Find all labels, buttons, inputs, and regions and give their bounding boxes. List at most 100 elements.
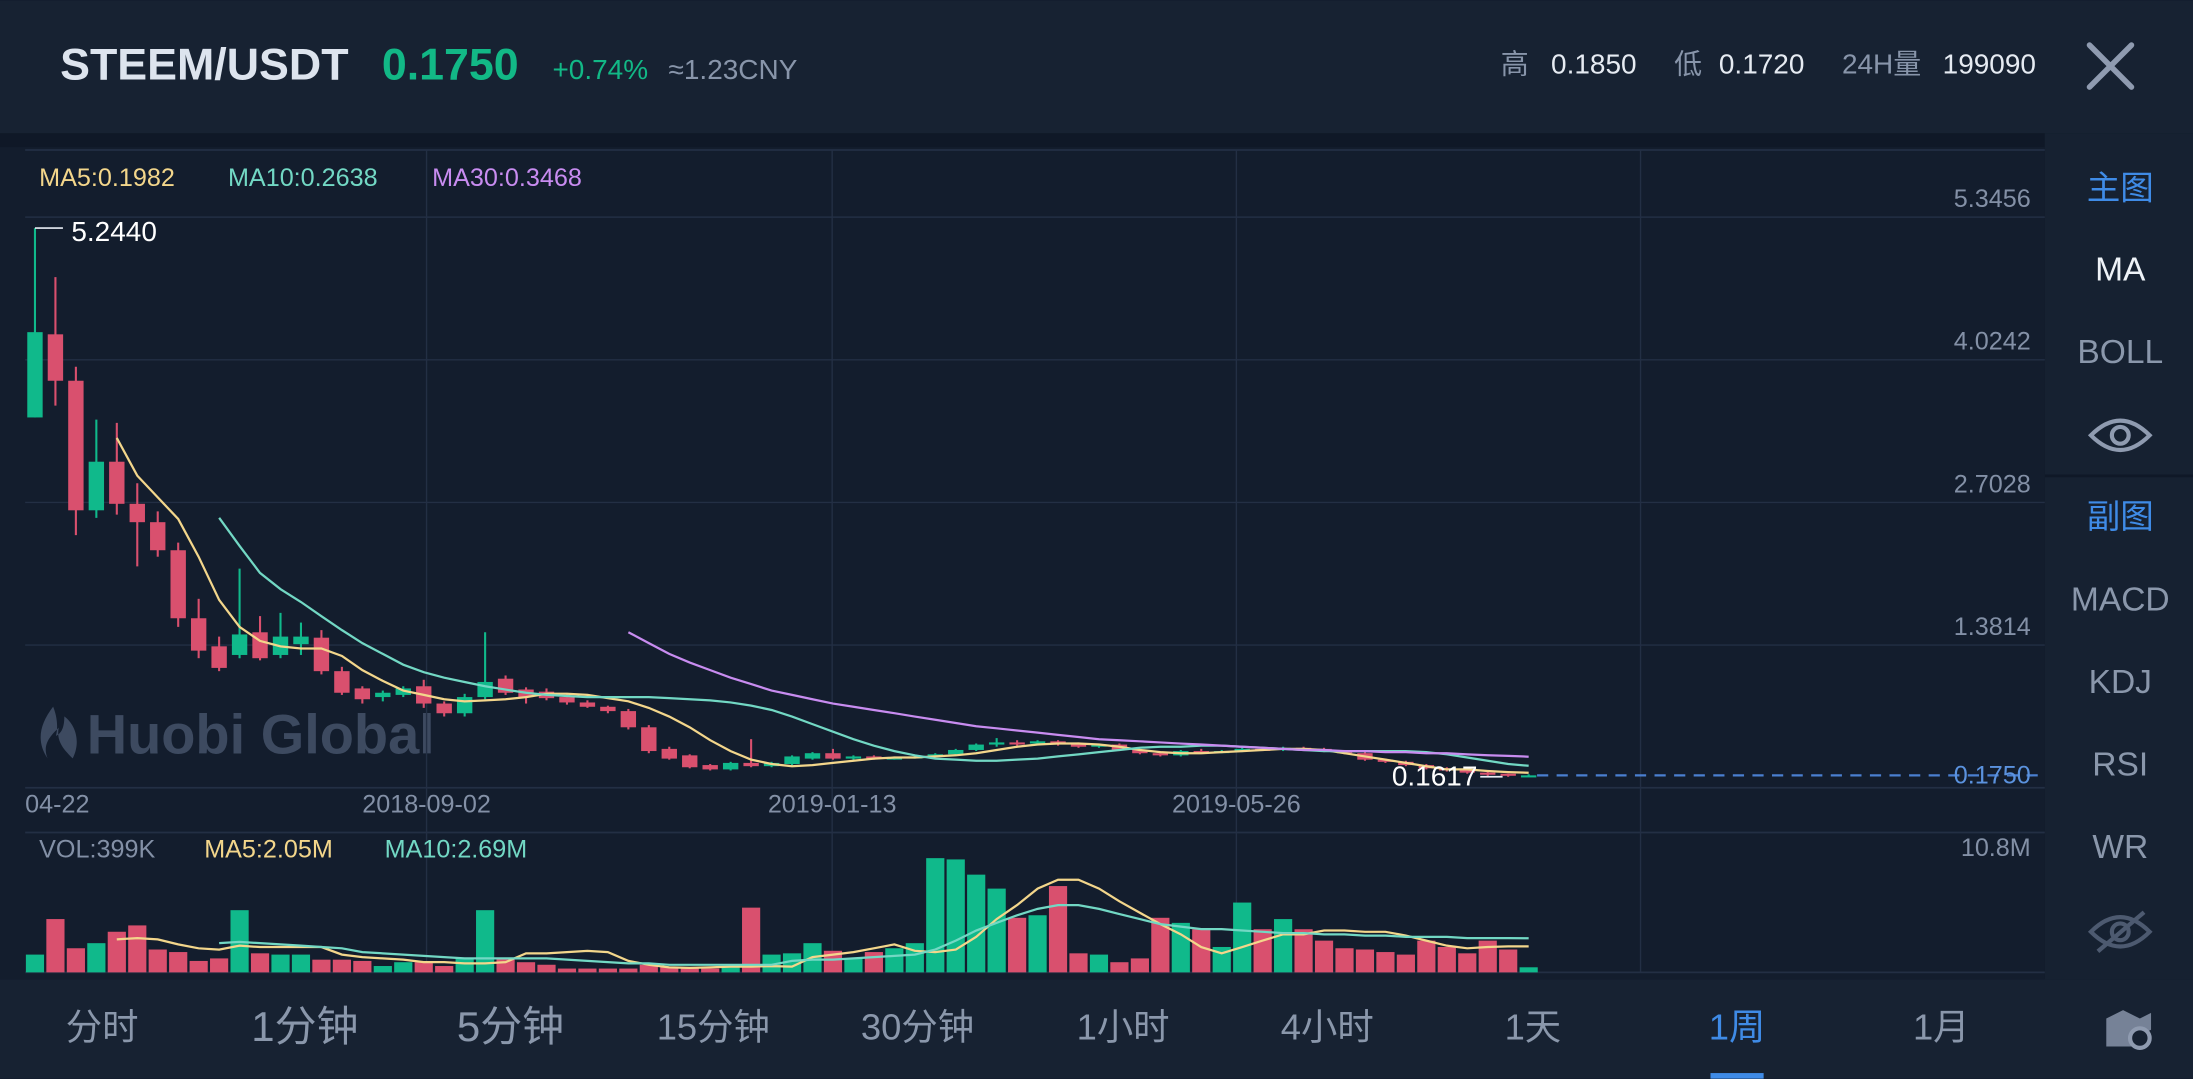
vol-label: 24H量: [1842, 48, 1921, 79]
volume-bar: [1089, 954, 1109, 973]
min-label: 0.1617: [1392, 761, 1478, 792]
candle-body: [579, 702, 596, 707]
volume-bar: [455, 958, 474, 973]
tab-underline: [1710, 1073, 1764, 1079]
sidebar-item[interactable]: KDJ: [2089, 664, 2152, 701]
sidebar-title: 副图: [2087, 499, 2154, 536]
volume-bar: [1110, 962, 1129, 973]
volume-bar: [291, 954, 311, 973]
candle-body: [968, 744, 984, 750]
tab[interactable]: 1小时: [1077, 1006, 1170, 1047]
tab[interactable]: 1月: [1913, 1006, 1970, 1047]
candle-body: [866, 756, 882, 759]
header-bar: [0, 0, 2193, 134]
candle-body: [682, 755, 698, 768]
candle-body: [68, 380, 84, 511]
ma-line: [219, 903, 1529, 966]
vol-tick-label: 10.8M: [1961, 834, 2031, 862]
volume-bar: [332, 959, 351, 973]
volume-bar: [1376, 952, 1395, 973]
candle-body: [190, 618, 207, 651]
y-tick-label: 1.3814: [1954, 613, 2031, 641]
tab[interactable]: 分时: [66, 1006, 139, 1047]
sidebar-item[interactable]: MACD: [2071, 582, 2170, 619]
eye-icon[interactable]: [2087, 418, 2153, 452]
candle-body: [702, 765, 718, 770]
vol-legend: VOL:399K: [39, 835, 155, 863]
volume-bar: [250, 953, 270, 973]
tab[interactable]: 15分钟: [657, 1006, 770, 1047]
tab[interactable]: 1天: [1505, 1006, 1562, 1047]
volume-bar: [353, 960, 372, 973]
candle-body: [313, 637, 330, 672]
sidebar-item[interactable]: WR: [2092, 829, 2148, 866]
volume-bar: [1478, 940, 1497, 973]
volume-bar: [1314, 940, 1334, 973]
candle-body: [1500, 773, 1516, 776]
volume-bar: [1192, 929, 1211, 973]
hide-icon[interactable]: [2087, 910, 2153, 953]
volume-bar: [1499, 949, 1518, 973]
volume-bar: [1519, 967, 1538, 973]
volume-bar: [537, 964, 556, 973]
max-label: 5.2440: [71, 216, 157, 247]
candle-body: [1480, 772, 1496, 775]
watermark-text: Huobi Global: [87, 703, 435, 766]
sidebar-item[interactable]: RSI: [2092, 747, 2148, 784]
volume-bar: [414, 962, 433, 973]
candle-body: [1132, 749, 1148, 754]
tab[interactable]: 1周: [1709, 1006, 1766, 1047]
candle-body: [620, 711, 637, 728]
ma-line: [627, 631, 1529, 758]
volume-bar: [905, 943, 924, 973]
volume-bar: [373, 966, 392, 973]
tab[interactable]: 30分钟: [861, 1006, 974, 1047]
settings-icon[interactable]: [2106, 1010, 2152, 1050]
volume-bar: [128, 925, 147, 973]
candle-body: [1520, 775, 1537, 778]
volume-bar: [148, 949, 167, 973]
close-button[interactable]: [2086, 42, 2135, 90]
volume-bar: [1171, 922, 1190, 973]
volume-bar: [87, 943, 106, 973]
volume-bar: [1396, 954, 1415, 973]
tab[interactable]: 1分钟: [251, 1003, 358, 1050]
candle-body: [231, 634, 248, 655]
volume-bar: [1151, 917, 1170, 973]
low-label: 低: [1674, 48, 1702, 79]
tab-bar: [0, 979, 2193, 1079]
x-tick-label: 2019-01-13: [768, 791, 897, 819]
volume-bar: [1294, 929, 1313, 973]
volume-bar: [476, 910, 495, 973]
candle-body: [743, 762, 759, 767]
volume-bar: [660, 967, 679, 973]
sidebar-item[interactable]: MA: [2095, 252, 2146, 289]
volume-bar: [946, 859, 965, 973]
volume-bar: [987, 888, 1006, 973]
y-tick-label: 5.3456: [1954, 185, 2031, 213]
volume-bar: [557, 968, 577, 973]
volume-bar: [394, 962, 413, 973]
tab[interactable]: 5分钟: [457, 1003, 564, 1050]
candle-body: [804, 753, 821, 759]
candle-body: [170, 550, 186, 619]
chart-panel: [0, 147, 2045, 980]
volume-bar: [1437, 946, 1456, 973]
candle-body: [211, 646, 227, 668]
candle-body: [293, 636, 309, 645]
volume-bar: [1335, 948, 1354, 973]
candle-body: [1050, 741, 1066, 744]
tab[interactable]: 4小时: [1281, 1006, 1374, 1047]
candle-body: [1070, 743, 1087, 747]
sidebar-title: 主图: [2087, 170, 2154, 207]
volume-bar: [926, 858, 945, 973]
legend-entry: MA30:0.3468: [432, 164, 582, 192]
volume-bar: [619, 968, 638, 973]
sidebar: [2044, 133, 2193, 980]
volume-bar: [864, 952, 883, 973]
candle-body: [1152, 753, 1169, 756]
x-tick-label: 2018-09-02: [362, 791, 491, 819]
volume-bar: [46, 919, 65, 973]
sidebar-item[interactable]: BOLL: [2077, 334, 2163, 371]
volume-bar: [639, 964, 658, 973]
